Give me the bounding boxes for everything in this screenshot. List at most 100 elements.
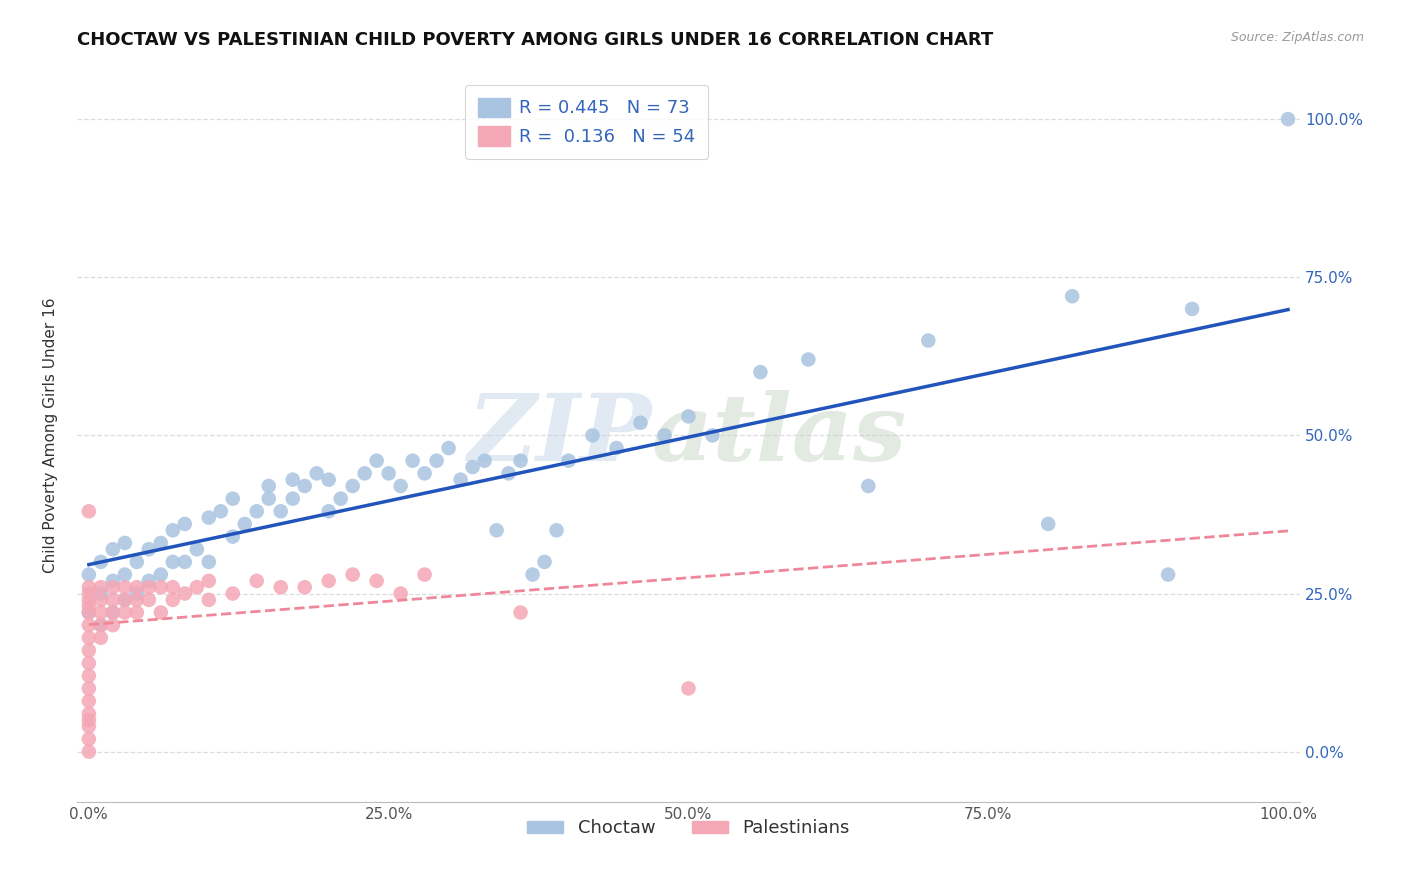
Point [329,491,352,506]
Point [138,592,160,607]
Point [149,606,172,620]
Point [281,473,304,487]
Point [389,479,412,493]
Point [858,479,880,493]
Point [702,428,724,442]
Point [149,536,172,550]
Point [90,631,112,645]
Point [401,453,423,467]
Point [77,580,100,594]
Legend: Choctaw, Palestinians: Choctaw, Palestinians [520,812,856,845]
Point [162,555,184,569]
Point [581,428,603,442]
Point [1277,112,1299,127]
Point [186,542,208,557]
Point [294,479,316,493]
Point [101,618,124,632]
Point [77,567,100,582]
Point [197,592,219,607]
Point [509,453,531,467]
Point [101,574,124,588]
Point [342,567,364,582]
Point [377,467,399,481]
Point [270,580,292,594]
Point [125,555,148,569]
Point [557,453,579,467]
Point [77,681,100,696]
Point [522,567,544,582]
Point [498,467,520,481]
Point [413,567,436,582]
Point [77,586,100,600]
Point [257,479,280,493]
Point [138,574,160,588]
Point [678,681,700,696]
Point [678,409,700,424]
Point [125,580,148,594]
Point [246,504,269,518]
Point [90,586,112,600]
Point [101,606,124,620]
Point [533,555,555,569]
Y-axis label: Child Poverty Among Girls Under 16: Child Poverty Among Girls Under 16 [44,298,58,574]
Point [413,467,436,481]
Point [77,599,100,614]
Point [114,580,136,594]
Point [90,580,112,594]
Point [1038,516,1060,531]
Point [450,473,472,487]
Point [197,555,219,569]
Point [474,453,496,467]
Point [318,504,340,518]
Point [101,606,124,620]
Point [246,574,269,588]
Point [138,542,160,557]
Point [125,586,148,600]
Point [654,428,676,442]
Point [366,574,388,588]
Point [90,618,112,632]
Point [437,441,460,455]
Point [353,467,375,481]
Point [77,713,100,727]
Point [173,516,195,531]
Point [77,669,100,683]
Point [77,694,100,708]
Point [485,523,508,537]
Point [630,416,652,430]
Point [101,592,124,607]
Point [162,592,184,607]
Point [222,586,245,600]
Point [77,719,100,733]
Point [114,606,136,620]
Text: CHOCTAW VS PALESTINIAN CHILD POVERTY AMONG GIRLS UNDER 16 CORRELATION CHART: CHOCTAW VS PALESTINIAN CHILD POVERTY AMO… [77,31,994,49]
Point [1181,301,1204,316]
Point [233,516,256,531]
Point [77,618,100,632]
Point [294,580,316,594]
Point [509,606,531,620]
Point [162,580,184,594]
Point [138,580,160,594]
Point [77,631,100,645]
Point [197,510,219,524]
Text: ZIP: ZIP [468,391,652,481]
Point [461,460,484,475]
Point [114,592,136,607]
Point [77,606,100,620]
Point [114,567,136,582]
Point [426,453,449,467]
Point [77,606,100,620]
Point [257,491,280,506]
Point [101,542,124,557]
Point [281,491,304,506]
Point [222,530,245,544]
Point [149,567,172,582]
Point [149,580,172,594]
Text: Source: ZipAtlas.com: Source: ZipAtlas.com [1230,31,1364,45]
Point [270,504,292,518]
Point [77,504,100,518]
Point [366,453,388,467]
Point [305,467,328,481]
Point [90,592,112,607]
